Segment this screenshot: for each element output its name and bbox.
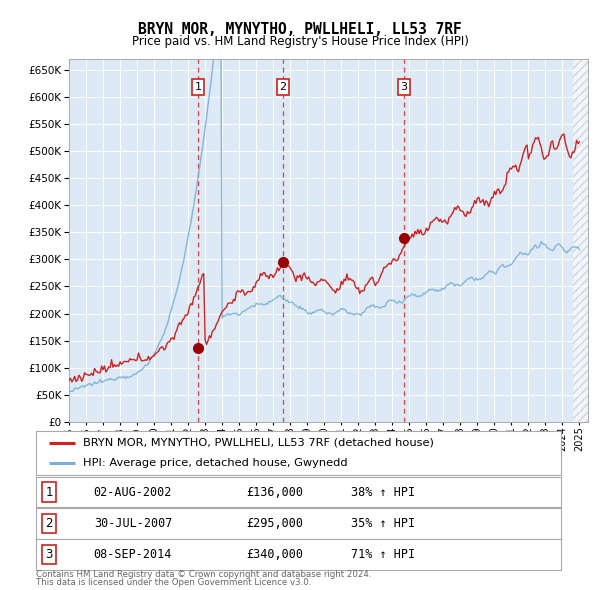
Text: 35% ↑ HPI: 35% ↑ HPI [351,517,415,530]
Text: HPI: Average price, detached house, Gwynedd: HPI: Average price, detached house, Gwyn… [83,458,348,468]
Text: 08-SEP-2014: 08-SEP-2014 [94,548,172,561]
Text: 3: 3 [46,548,53,561]
Text: BRYN MOR, MYNYTHO, PWLLHELI, LL53 7RF: BRYN MOR, MYNYTHO, PWLLHELI, LL53 7RF [138,22,462,37]
Text: 02-AUG-2002: 02-AUG-2002 [94,486,172,499]
Bar [572,59,590,422]
Text: This data is licensed under the Open Government Licence v3.0.: This data is licensed under the Open Gov… [36,578,311,587]
Text: 3: 3 [401,82,407,92]
Text: Price paid vs. HM Land Registry's House Price Index (HPI): Price paid vs. HM Land Registry's House … [131,35,469,48]
Text: Contains HM Land Registry data © Crown copyright and database right 2024.: Contains HM Land Registry data © Crown c… [36,570,371,579]
Text: 30-JUL-2007: 30-JUL-2007 [94,517,172,530]
Text: £295,000: £295,000 [246,517,303,530]
Text: 1: 1 [194,82,202,92]
Text: £136,000: £136,000 [246,486,303,499]
Text: 38% ↑ HPI: 38% ↑ HPI [351,486,415,499]
Text: £340,000: £340,000 [246,548,303,561]
Text: 71% ↑ HPI: 71% ↑ HPI [351,548,415,561]
Text: 1: 1 [46,486,53,499]
Text: 2: 2 [46,517,53,530]
Text: BRYN MOR, MYNYTHO, PWLLHELI, LL53 7RF (detached house): BRYN MOR, MYNYTHO, PWLLHELI, LL53 7RF (d… [83,438,434,448]
Text: 2: 2 [280,82,287,92]
